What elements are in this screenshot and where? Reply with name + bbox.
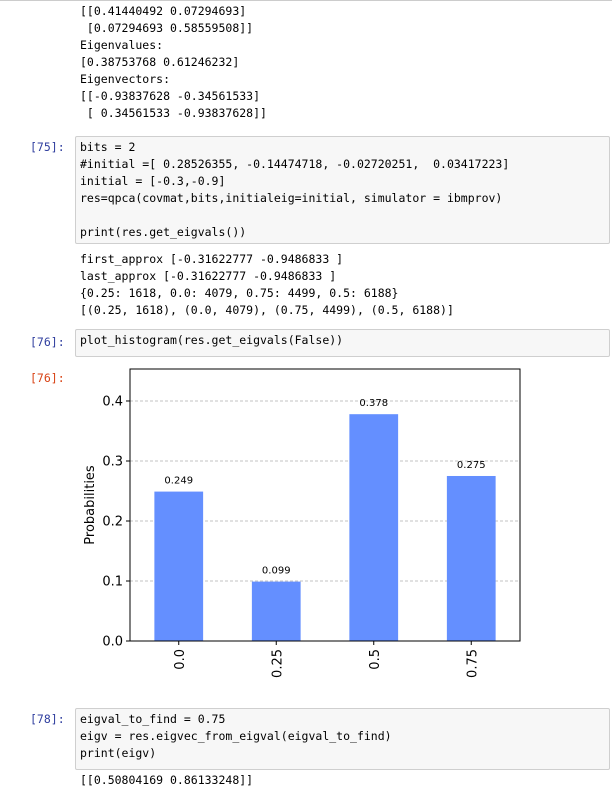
cell-output: [[0.41440492 0.07294693] [0.07294693 0.5… [80, 4, 267, 120]
code[interactable]: eigval_to_find = 0.75 eigv = res.eigvec_… [80, 712, 392, 760]
output-prompt: [76]: [30, 371, 65, 385]
value-label: 0.249 [164, 476, 193, 487]
code[interactable]: bits = 2 #initial =[ 0.28526355, -0.1447… [80, 140, 510, 239]
y-tick-label: 0.2 [102, 514, 123, 529]
y-tick-label: 0.3 [102, 454, 123, 469]
y-tick-label: 0.0 [102, 635, 123, 650]
bar [349, 414, 399, 641]
x-tick-label: 0.25 [270, 649, 285, 678]
x-tick-label: 0.5 [368, 649, 383, 670]
cell-output: first_approx [-0.31622777 -0.9486833 ] l… [80, 252, 454, 317]
code[interactable]: plot_histogram(res.get_eigvals(False)) [80, 333, 344, 347]
code-cell[interactable]: plot_histogram(res.get_eigvals(False)) [75, 329, 610, 357]
y-tick-label: 0.1 [102, 574, 123, 589]
value-label: 0.275 [457, 460, 486, 471]
bar [251, 581, 301, 641]
y-axis-label: Probabilities [83, 465, 98, 545]
input-prompt: [78]: [30, 712, 65, 726]
cell-output: [[0.50804169 0.86133248]] [80, 773, 254, 787]
code-cell[interactable]: eigval_to_find = 0.75 eigv = res.eigvec_… [75, 708, 610, 770]
x-tick-label: 0.0 [173, 649, 188, 670]
code-cell[interactable]: bits = 2 #initial =[ 0.28526355, -0.1447… [75, 136, 610, 244]
chart: 0.0 0.1 0.2 0.3 0.4 Probabilities 0.249 0.0 0.09… [83, 368, 521, 678]
x-tick-label: 0.75 [465, 649, 480, 678]
y-tick-label: 0.4 [102, 394, 123, 409]
plot-frame [129, 368, 521, 642]
input-prompt: [75]: [30, 140, 65, 154]
value-label: 0.099 [262, 566, 291, 577]
bar [154, 491, 204, 641]
value-label: 0.378 [359, 398, 388, 409]
input-prompt: [76]: [30, 335, 65, 349]
bar [446, 475, 496, 641]
